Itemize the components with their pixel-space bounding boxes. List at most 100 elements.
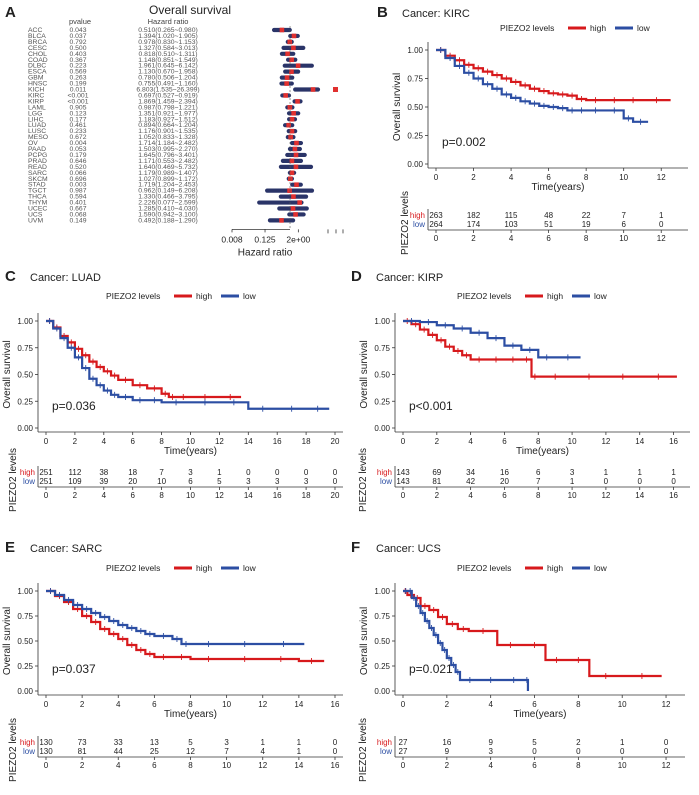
panel-title: Cancer: UCS (376, 543, 441, 555)
forest-cancer-label: BRCA (28, 39, 47, 46)
legend-label-high: high (547, 291, 563, 301)
risk-count-high: 263 (429, 211, 443, 220)
risk-count-high: 1 (261, 738, 266, 747)
forest-point (284, 75, 290, 80)
risk-count-low: 12 (186, 747, 195, 756)
risk-count-low: 3 (488, 747, 493, 756)
forest-pvalue: 0.672 (69, 134, 86, 141)
legend-label-low: low (594, 291, 608, 301)
risk-x-tick-label: 10 (568, 491, 577, 500)
y-tick-label: 0.75 (374, 344, 390, 353)
y-tick-label: 0.75 (374, 612, 390, 621)
forest-hr-text: 0.780(0.506~1.204) (138, 75, 198, 82)
forest-point (279, 27, 285, 33)
x-tick-label: 2 (435, 437, 440, 446)
forest-pvalue: 0.043 (69, 27, 86, 34)
x-tick-label: 6 (130, 437, 135, 446)
x-axis-title: Time(years) (516, 446, 569, 457)
forest-hr-text: 6.803(1.535~26.399) (136, 87, 199, 94)
y-tick-label: 0.25 (17, 662, 33, 671)
forest-cancer-label: LAML (28, 104, 46, 111)
x-tick-label: 6 (532, 700, 537, 709)
forest-pvalue: 0.066 (69, 170, 86, 177)
forest-point (288, 134, 293, 140)
risk-x-tick-label: 4 (116, 761, 121, 770)
forest-pvalue: 0.053 (69, 146, 86, 153)
forest-hr-text: 1.719(1.204~2.453) (138, 182, 198, 189)
y-tick-label: 0.25 (17, 397, 33, 406)
risk-count-low: 81 (432, 477, 441, 486)
y-tick-label: 0.50 (17, 637, 33, 646)
panel-letter-d: D (351, 268, 362, 285)
legend-label-high: high (196, 563, 212, 573)
risk-count-high: 34 (466, 468, 475, 477)
panel-letter-c: C (5, 268, 16, 285)
risk-count-low: 7 (224, 747, 229, 756)
forest-hr-text: 1.183(0.927~1.512) (138, 116, 198, 123)
p-value: p=0.021 (409, 662, 453, 676)
risk-count-high: 1 (659, 211, 664, 220)
risk-label-high: high (20, 738, 35, 747)
y-tick-label: 1.00 (407, 46, 423, 55)
risk-count-low: 251 (39, 477, 53, 486)
forest-cancer-label: UCEC (28, 206, 47, 213)
risk-label-high: high (377, 468, 392, 477)
risk-x-tick-label: 12 (601, 491, 610, 500)
forest-hr-text: 1.640(0.469~5.732) (138, 164, 198, 171)
forest-pvalue: 0.646 (69, 158, 86, 165)
forest-pvalue: 0.696 (69, 176, 86, 183)
risk-axis-title: PIEZO2 levels (400, 191, 411, 255)
x-tick-label: 14 (294, 700, 303, 709)
forest-cancer-label: LIHC (28, 116, 44, 123)
forest-hr-text: 1.130(0.670~1.958) (138, 69, 198, 76)
risk-count-low: 51 (544, 220, 553, 229)
risk-count-high: 13 (150, 738, 159, 747)
p-value: p=0.037 (52, 662, 96, 676)
forest-point (290, 206, 296, 211)
risk-x-tick-label: 10 (619, 234, 628, 243)
risk-count-low: 10 (157, 477, 166, 486)
forest-pvalue: 0.223 (69, 63, 86, 70)
y-tick-label: 0.00 (407, 160, 423, 169)
x-tick-label: 10 (619, 173, 628, 182)
legend-label-high: high (547, 563, 563, 573)
forest-pvalue: <0.001 (68, 98, 89, 105)
forest-hr-text: 1.327(0.584~3.013) (138, 45, 198, 52)
risk-count-high: 0 (246, 468, 251, 477)
forest-hr-text: 0.492(0.188~1.290) (138, 217, 198, 224)
x-tick-label: 8 (584, 173, 589, 182)
risk-count-low: 3 (304, 477, 309, 486)
x-tick-label: 4 (102, 437, 107, 446)
risk-x-tick-label: 0 (401, 491, 406, 500)
risk-x-tick-label: 16 (669, 491, 678, 500)
risk-count-low: 81 (78, 747, 87, 756)
risk-count-high: 1 (671, 468, 676, 477)
risk-count-low: 0 (576, 747, 581, 756)
risk-count-high: 6 (536, 468, 541, 477)
forest-point (284, 81, 289, 86)
risk-count-low: 9 (445, 747, 450, 756)
x-tick-label: 14 (244, 437, 253, 446)
km-curve-low (46, 319, 330, 410)
x-tick-label: 12 (215, 437, 224, 446)
x-tick-label: 4 (509, 173, 514, 182)
km-curve-low (403, 589, 530, 691)
forest-hr-text: 1.176(0.901~1.535) (138, 128, 198, 135)
risk-count-low: 0 (659, 220, 664, 229)
km-curve-low (46, 589, 305, 646)
legend-label-low: low (637, 23, 651, 33)
forest-point (295, 63, 301, 68)
risk-x-tick-label: 2 (445, 761, 450, 770)
forest-point (291, 45, 296, 51)
risk-count-high: 251 (39, 468, 53, 477)
forest-pvalue: 0.068 (69, 211, 86, 218)
risk-count-low: 20 (128, 477, 137, 486)
panel-letter-f: F (351, 539, 360, 556)
risk-x-tick-label: 12 (657, 234, 666, 243)
risk-x-tick-label: 16 (331, 761, 340, 770)
forest-hr-text: 1.394(1.020~1.905) (138, 33, 198, 40)
forest-cancer-label: KIRP (28, 98, 44, 105)
x-axis-title: Time(years) (164, 709, 217, 720)
risk-count-high: 22 (582, 211, 591, 220)
